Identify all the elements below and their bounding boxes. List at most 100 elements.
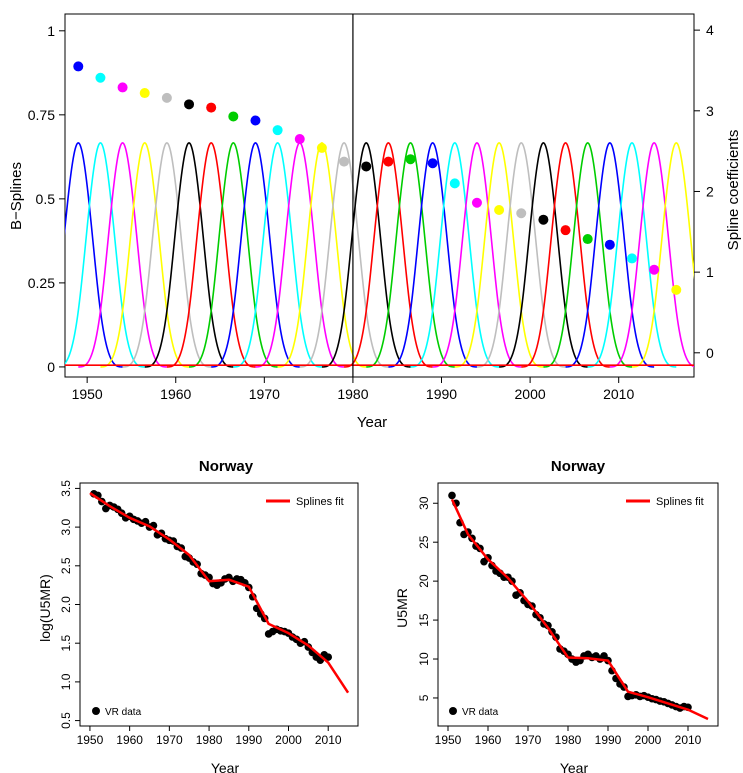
- bl-y-axis-title: log(U5MR): [37, 574, 53, 642]
- coefficient-point: [626, 253, 637, 264]
- coefficient-point: [184, 99, 195, 110]
- br-y-axis-title: U5MR: [394, 588, 410, 628]
- top-x-tick-label: 2010: [603, 386, 634, 402]
- br-y-tick-label: 5: [417, 694, 431, 701]
- bspline-curve: [166, 141, 256, 368]
- top-x-axis-title: Year: [357, 414, 387, 431]
- br-x-tick-label: 1960: [475, 733, 502, 747]
- top-x-tick-label: 2000: [515, 386, 546, 402]
- bl-chart-title: Norway: [199, 458, 254, 475]
- br-x-tick-label: 1950: [435, 733, 462, 747]
- bspline-curve: [65, 141, 123, 368]
- coefficient-point: [604, 239, 615, 250]
- bspline-curve: [65, 141, 145, 368]
- bl-x-tick-label: 1960: [116, 733, 143, 747]
- bspline-curve: [233, 141, 322, 368]
- bspline-curve: [211, 141, 300, 368]
- bl-y-tick-label: 1.5: [59, 635, 73, 652]
- br-y-tick-label: 15: [417, 613, 431, 627]
- bspline-curve: [631, 141, 694, 368]
- bspline-curve: [122, 141, 212, 368]
- bl-y-tick-label: 1.0: [59, 673, 73, 690]
- bspline-curve: [432, 141, 522, 368]
- br-y-tick-label: 30: [417, 496, 431, 510]
- bspline-curve: [255, 141, 345, 368]
- top-y-tick-label: 1: [47, 23, 55, 39]
- coefficient-point: [582, 234, 593, 245]
- top-x-tick-label: 1980: [337, 386, 368, 402]
- bspline-curve: [587, 141, 677, 368]
- bl-x-tick-label: 2010: [315, 733, 342, 747]
- bl-x-axis-title: Year: [211, 760, 240, 773]
- bspline-curve: [565, 141, 655, 368]
- br-y-tick-label: 10: [417, 652, 431, 666]
- bspline-curve: [543, 141, 632, 368]
- top-y-axis-title: B−Splines: [8, 162, 25, 230]
- bspline-curve: [410, 141, 500, 368]
- coefficient-point: [560, 225, 571, 236]
- br-fit-line: [450, 498, 709, 721]
- top-y-tick-label: 0.5: [36, 191, 56, 207]
- coefficient-point: [139, 88, 150, 99]
- bl-legend-fit-label: Splines fit: [296, 496, 344, 508]
- br-y-tick-label: 20: [417, 574, 431, 588]
- br-legend-fit-label: Splines fit: [656, 496, 704, 508]
- bspline-curve: [189, 141, 278, 368]
- bl-y-tick-label: 2.0: [59, 596, 73, 613]
- top-y2-tick-label: 2: [706, 183, 714, 199]
- bl-x-tick-label: 2000: [275, 733, 302, 747]
- br-x-tick-label: 2010: [675, 733, 702, 747]
- bspline-chart: 1950 1960 1970 1980 1990 2000 2010 0 0.25 0.5 0.75…: [8, 13, 742, 431]
- bspline-curve: [299, 141, 389, 368]
- coefficient-point: [671, 284, 682, 295]
- br-data-point: [448, 491, 456, 500]
- bspline-curve: [499, 141, 588, 368]
- br-legend-data-label: VR data: [462, 707, 499, 718]
- u5mr-chart: 1950 1960 1970 1980 1990 2000 201051015202530 …: [394, 458, 719, 773]
- bspline-curve: [100, 141, 190, 368]
- top-plot-frame: [64, 13, 695, 378]
- bspline-curve: [321, 141, 411, 368]
- bspline-curve: [78, 141, 167, 368]
- top-x-tick-label: 1960: [160, 386, 191, 402]
- top-y-tick-label: 0.75: [28, 107, 55, 123]
- coefficient-point: [427, 158, 438, 169]
- bl-y-tick-label: 2.5: [59, 557, 73, 574]
- bspline-curve: [521, 141, 610, 368]
- bl-y-tick-label: 3.0: [59, 518, 73, 535]
- bl-x-tick-label: 1980: [196, 733, 223, 747]
- coefficient-point: [516, 208, 527, 219]
- coefficient-point: [361, 161, 372, 172]
- coefficient-point: [272, 125, 283, 136]
- br-x-tick-label: 1980: [555, 733, 582, 747]
- coefficient-point: [339, 156, 350, 167]
- bspline-curve: [476, 141, 566, 368]
- coefficient-point: [250, 115, 261, 126]
- bspline-curve: [388, 141, 477, 368]
- bspline-curve: [344, 141, 433, 368]
- coefficient-point: [117, 82, 128, 93]
- bl-data-point: [324, 653, 333, 661]
- br-x-axis-title: Year: [560, 760, 589, 773]
- coefficient-point: [471, 197, 482, 208]
- coefficient-point: [316, 142, 327, 153]
- bspline-curve: [454, 141, 544, 368]
- top-y2-tick-label: 4: [706, 22, 714, 38]
- coefficient-point: [73, 61, 84, 72]
- br-x-tick-label: 2000: [635, 733, 662, 747]
- top-x-tick-label: 1950: [72, 386, 103, 402]
- coefficient-point: [494, 205, 505, 216]
- top-spline-group: [65, 141, 694, 368]
- coefficient-point: [649, 264, 660, 275]
- br-y-tick-label: 25: [417, 535, 431, 549]
- top-x-tick-label: 1990: [426, 386, 457, 402]
- bl-y-tick-label: 3.5: [59, 480, 73, 497]
- top-y2-tick-label: 3: [706, 103, 714, 119]
- br-chart-title: Norway: [551, 458, 606, 475]
- br-x-tick-label: 1970: [515, 733, 542, 747]
- bspline-curve: [366, 141, 455, 368]
- bl-x-tick-label: 1970: [156, 733, 183, 747]
- coefficient-point: [228, 111, 239, 122]
- top-x-tick-label: 1970: [249, 386, 280, 402]
- br-plot-frame: [437, 482, 719, 727]
